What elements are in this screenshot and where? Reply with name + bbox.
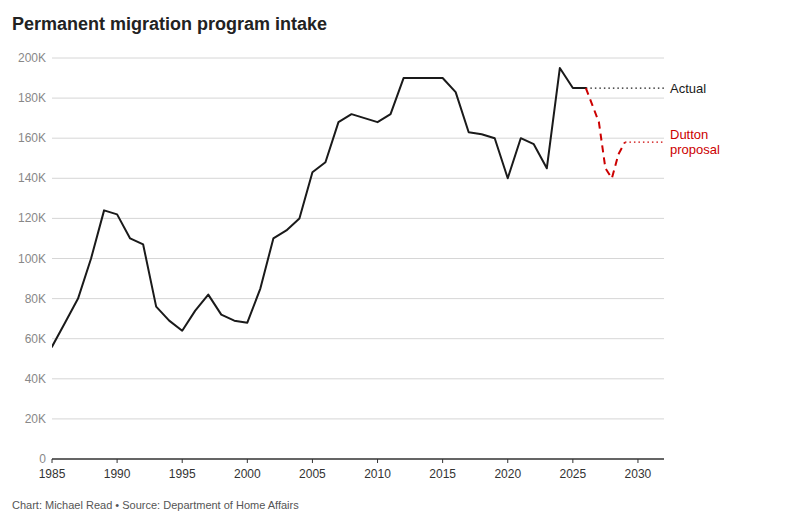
label-connector	[625, 142, 664, 143]
chart: Permanent migration program intake 0 20K 40…	[0, 0, 789, 521]
x-tick-label: 1985	[39, 467, 66, 481]
y-tick-label: 100K	[18, 252, 46, 266]
series-label: Actual	[670, 81, 706, 96]
y-axis: 0 20K 40K 60K 80K 100K 120K 140K 160K 180K 200K	[18, 51, 664, 466]
x-tick-label: 2020	[494, 467, 521, 481]
y-tick-label: 80K	[25, 292, 46, 306]
footnote: Chart: Michael Read • Source: Department…	[12, 499, 299, 511]
y-tick-label: 120K	[18, 211, 46, 225]
grid-line	[52, 58, 664, 59]
x-axis: 1985 1990 1995 2000 2005 2010 2015 2020 2025 2030	[39, 459, 652, 481]
grid-line	[52, 138, 664, 139]
series-label-line: proposal	[670, 142, 720, 157]
x-tick-label: 2000	[234, 467, 261, 481]
grid-line	[52, 378, 664, 379]
x-tick	[442, 459, 443, 463]
series-labels: Actual Duttonproposal	[670, 81, 720, 158]
y-tick-label: 160K	[18, 131, 46, 145]
y-tick-label: 20K	[25, 412, 46, 426]
x-tick-label: 2015	[429, 467, 456, 481]
series-label-line: Actual	[670, 81, 706, 96]
x-tick	[117, 459, 118, 463]
x-tick	[52, 459, 53, 463]
x-tick	[572, 459, 573, 463]
x-tick-label: 2025	[559, 467, 586, 481]
x-tick	[312, 459, 313, 463]
x-tick	[507, 459, 508, 463]
grid-line	[52, 178, 664, 179]
plot-area	[52, 68, 664, 347]
title: Permanent migration program intake	[12, 14, 327, 34]
grid-line	[52, 459, 664, 460]
series-line	[52, 68, 586, 347]
series-label: Duttonproposal	[670, 127, 720, 157]
series-line	[586, 88, 625, 178]
label-connector	[586, 87, 664, 88]
x-tick-label: 1990	[104, 467, 131, 481]
x-tick	[247, 459, 248, 463]
y-tick-label: 0	[39, 452, 46, 466]
series-label-line: Dutton	[670, 127, 708, 142]
x-tick-label: 1995	[169, 467, 196, 481]
x-tick-label: 2010	[364, 467, 391, 481]
x-tick	[637, 459, 638, 463]
y-tick-label: 140K	[18, 171, 46, 185]
y-tick-label: 200K	[18, 51, 46, 65]
x-tick-label: 2005	[299, 467, 326, 481]
x-tick-label: 2030	[625, 467, 652, 481]
x-tick	[182, 459, 183, 463]
y-tick-label: 40K	[25, 372, 46, 386]
grid-line	[52, 298, 664, 299]
grid-line	[52, 98, 664, 99]
grid-line	[52, 258, 664, 259]
x-axis-line	[52, 459, 664, 460]
y-tick-label: 60K	[25, 332, 46, 346]
grid-line	[52, 218, 664, 219]
y-tick-label: 180K	[18, 91, 46, 105]
x-tick	[377, 459, 378, 463]
grid-line	[52, 338, 664, 339]
grid-line	[52, 418, 664, 419]
